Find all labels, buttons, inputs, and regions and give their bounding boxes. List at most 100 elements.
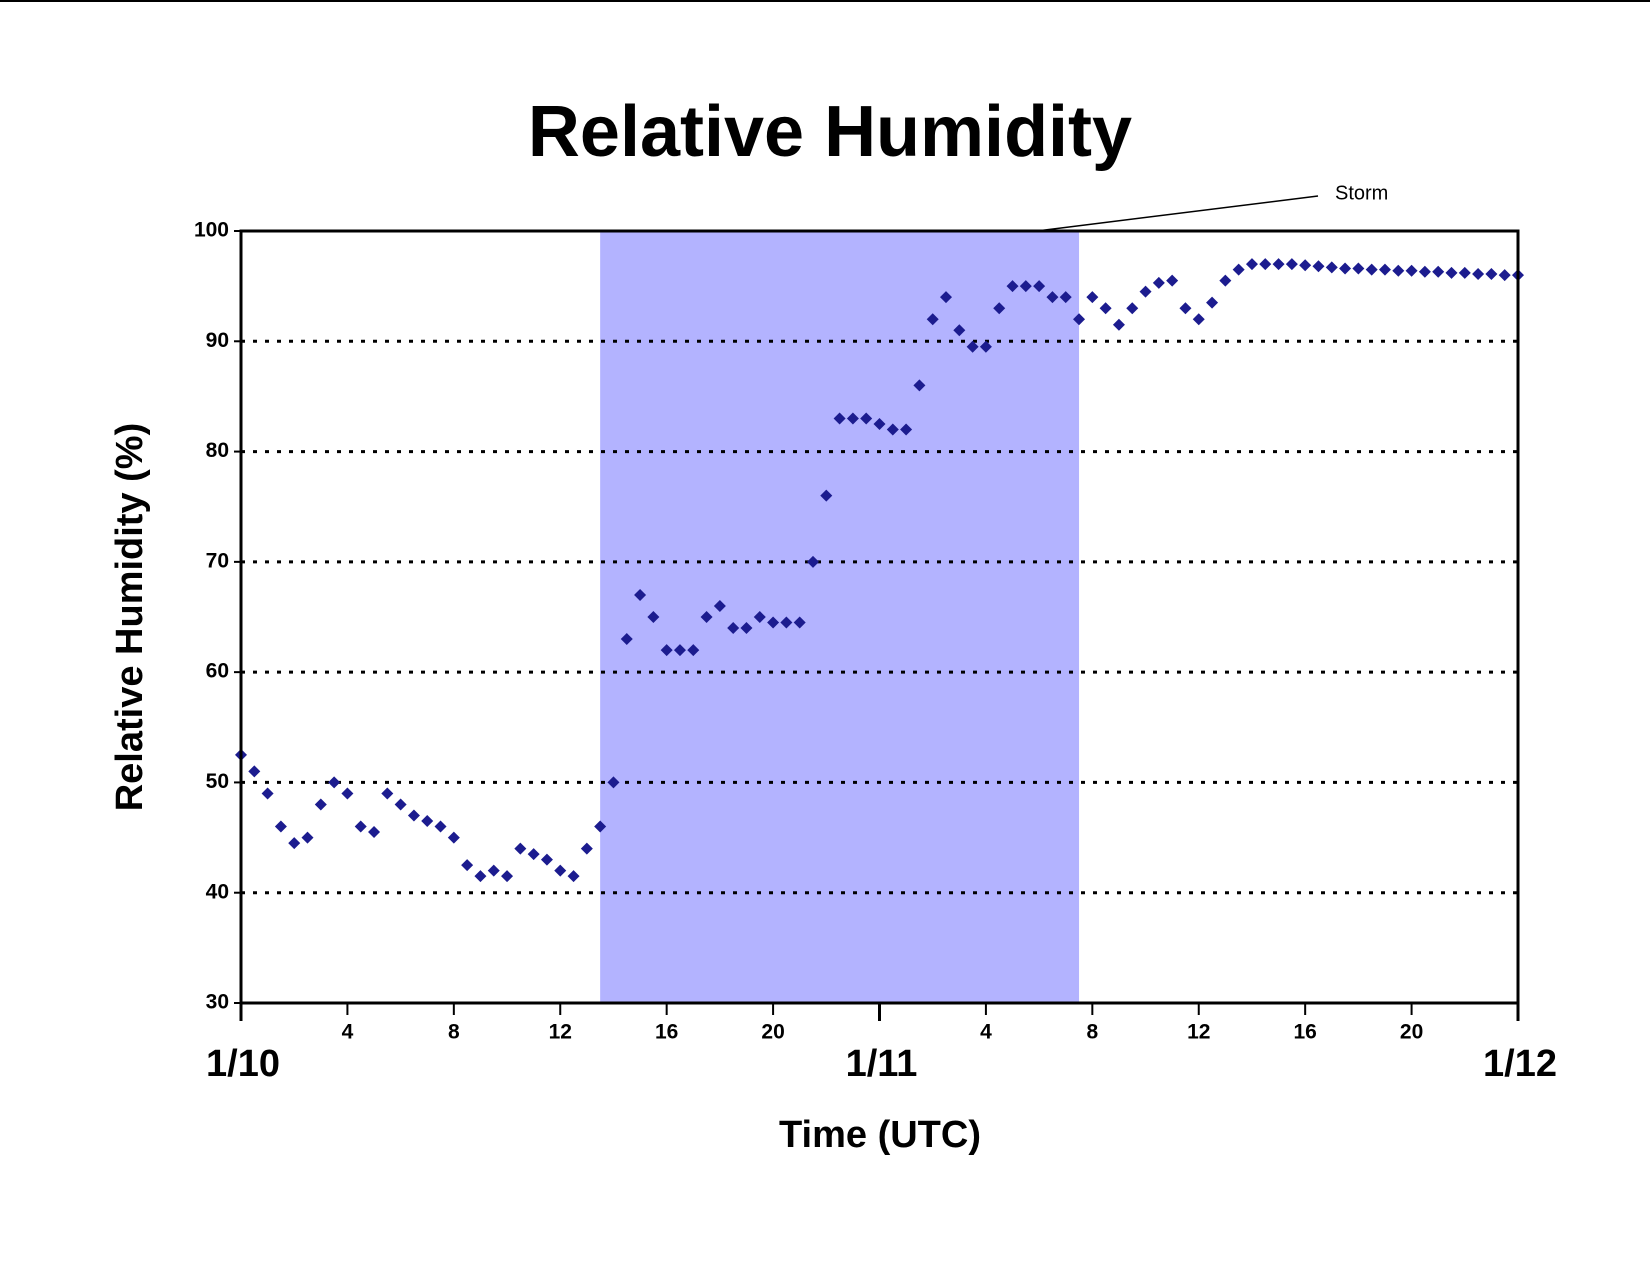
y-tick-label: 30 xyxy=(206,991,229,1014)
y-tick-label: 70 xyxy=(206,549,229,572)
data-point xyxy=(820,489,833,502)
data-point xyxy=(620,633,633,646)
data-point xyxy=(1232,263,1245,276)
data-point xyxy=(926,313,939,326)
data-point xyxy=(1299,259,1312,272)
data-point xyxy=(767,616,780,629)
data-point xyxy=(660,644,673,657)
chart-title: Relative Humidity xyxy=(528,92,1132,172)
x-tick-label: 12 xyxy=(1187,1021,1210,1044)
data-point xyxy=(274,820,287,833)
data-point xyxy=(1339,262,1352,275)
data-point xyxy=(753,611,766,623)
data-point xyxy=(580,842,593,855)
data-point xyxy=(1152,276,1165,289)
data-point xyxy=(1405,264,1418,277)
data-point xyxy=(966,340,979,353)
storm-region xyxy=(600,231,1080,1003)
data-point xyxy=(1192,313,1205,326)
data-point xyxy=(1365,263,1378,276)
x-axis-title: Time (UTC) xyxy=(779,1114,981,1156)
data-point xyxy=(1019,280,1032,293)
day-tick-label: 1/12 xyxy=(1483,1043,1557,1085)
data-point xyxy=(381,787,394,800)
data-point xyxy=(607,776,620,789)
data-point xyxy=(687,644,700,657)
data-point xyxy=(1285,258,1298,271)
data-point xyxy=(1272,258,1285,271)
data-point xyxy=(1059,291,1072,304)
data-point xyxy=(314,798,327,811)
data-point xyxy=(673,644,686,657)
data-point xyxy=(1179,302,1192,315)
data-point xyxy=(647,611,660,623)
data-point xyxy=(447,831,460,844)
x-tick-label: 16 xyxy=(1293,1021,1316,1044)
data-point xyxy=(953,324,966,337)
data-point xyxy=(1126,302,1139,315)
data-point xyxy=(1219,274,1232,287)
data-point xyxy=(328,776,341,789)
data-point xyxy=(993,302,1006,315)
x-tick-label: 16 xyxy=(655,1021,678,1044)
data-point xyxy=(1392,264,1405,277)
data-point xyxy=(900,423,913,436)
data-point xyxy=(1352,262,1365,275)
data-point xyxy=(1033,280,1046,293)
data-point xyxy=(1418,265,1431,278)
data-point xyxy=(727,622,740,635)
data-point xyxy=(354,820,367,833)
data-point xyxy=(1259,258,1272,271)
data-point xyxy=(1498,269,1511,282)
data-point xyxy=(407,809,420,822)
data-point xyxy=(1112,318,1125,331)
y-tick-label: 40 xyxy=(206,880,229,903)
data-point xyxy=(1073,313,1086,326)
data-point xyxy=(394,798,407,811)
data-point xyxy=(1245,258,1258,271)
data-point xyxy=(1325,261,1338,274)
annotation-line xyxy=(1036,195,1319,232)
data-point xyxy=(713,599,726,612)
data-point xyxy=(461,859,474,872)
data-point xyxy=(1086,291,1099,304)
data-point xyxy=(700,611,713,623)
data-point xyxy=(487,864,500,877)
data-point xyxy=(1046,291,1059,304)
x-tick-label: 4 xyxy=(980,1021,992,1044)
data-point xyxy=(886,423,899,436)
data-point xyxy=(1206,296,1219,309)
x-tick-label: 20 xyxy=(761,1021,784,1044)
data-point xyxy=(1139,285,1152,298)
data-point xyxy=(341,787,354,800)
data-point xyxy=(1472,268,1485,281)
data-point xyxy=(634,588,647,601)
data-point xyxy=(913,379,926,392)
data-point xyxy=(860,412,873,425)
data-point xyxy=(740,622,753,635)
data-point xyxy=(567,870,580,883)
data-point xyxy=(540,853,553,866)
plot-frame xyxy=(239,229,1520,1005)
data-point xyxy=(1458,266,1471,279)
data-point xyxy=(434,820,447,833)
data-point xyxy=(1312,260,1325,273)
data-point xyxy=(780,616,793,629)
data-point xyxy=(873,418,886,430)
data-point xyxy=(979,340,992,353)
data-point xyxy=(1378,263,1391,276)
data-point xyxy=(368,826,381,839)
x-tick-label: 20 xyxy=(1400,1021,1423,1044)
data-point xyxy=(793,616,806,629)
data-point xyxy=(833,412,846,425)
data-point xyxy=(846,412,859,425)
data-point xyxy=(1432,265,1445,278)
data-point xyxy=(1166,274,1179,287)
day-tick-label: 1/11 xyxy=(846,1043,918,1085)
data-point xyxy=(514,842,527,855)
y-tick-label: 50 xyxy=(206,770,229,793)
annotation-label: Storm xyxy=(1335,182,1388,204)
x-tick-label: 8 xyxy=(448,1021,460,1044)
data-point xyxy=(1485,268,1498,281)
data-point xyxy=(1445,266,1458,279)
